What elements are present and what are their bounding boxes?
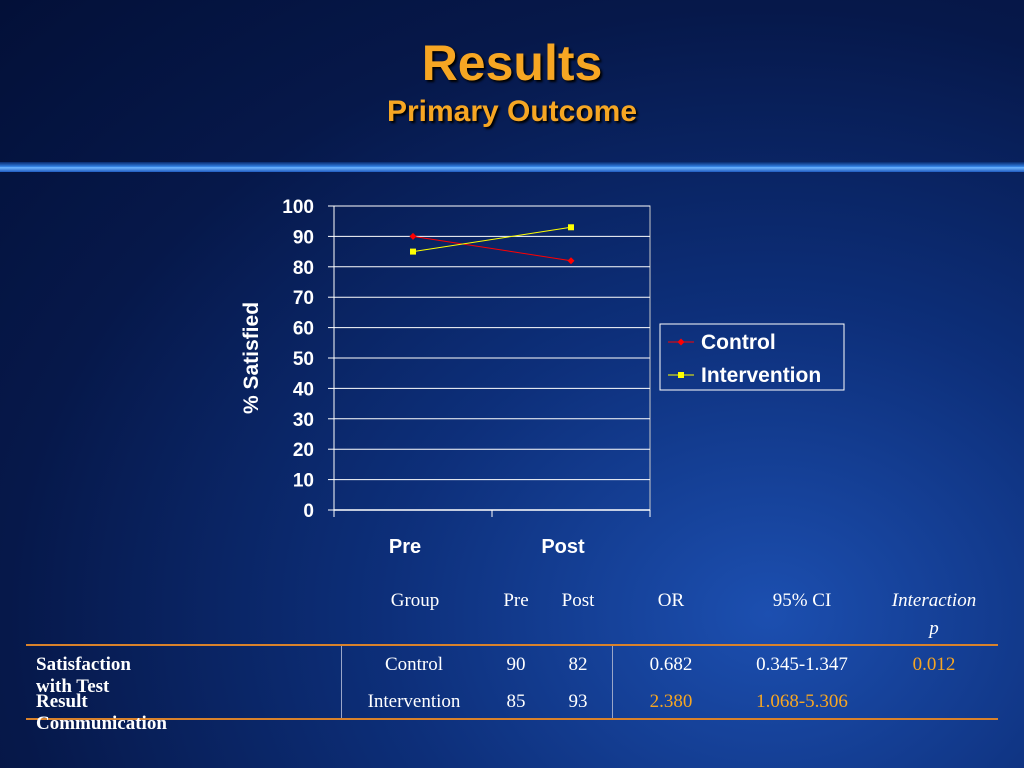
y-tick-label: 0 (303, 501, 314, 522)
y-tick-label: 10 (293, 471, 314, 492)
x-tick-label: Post (541, 536, 585, 558)
y-tick-label: 60 (293, 319, 314, 340)
cell-group: Control (384, 654, 444, 675)
y-tick-label: 50 (293, 349, 314, 370)
legend-label-control: Control (701, 331, 776, 354)
data-point-control (567, 257, 575, 265)
cell-ci: 1.068-5.306 (756, 691, 848, 712)
table-divider-right (612, 646, 613, 718)
legend-box (659, 323, 845, 391)
y-tick-label: 80 (293, 258, 314, 279)
series-line-intervention (412, 226, 572, 253)
header-pre: Pre (503, 590, 529, 611)
x-tick-label: Pre (389, 536, 421, 558)
cell-or: 0.682 (649, 654, 693, 675)
header-interaction-p: p (929, 618, 939, 639)
y-tick-label: 100 (282, 197, 314, 218)
y-tick-label: 70 (293, 288, 314, 309)
cell-post: 93 (568, 691, 588, 712)
cell-group: Intervention (367, 691, 461, 712)
data-point-control (409, 232, 417, 240)
data-point-intervention (410, 248, 416, 255)
table-divider-left (341, 646, 342, 718)
header-ci: 95% CI (772, 590, 832, 611)
data-point-intervention (568, 224, 574, 231)
y-tick-label: 20 (293, 440, 314, 461)
y-tick-label: 30 (293, 410, 314, 431)
table-top-rule (26, 644, 998, 646)
series-line-control (412, 235, 572, 262)
cell-pre: 90 (506, 654, 526, 675)
header-group: Group (390, 590, 440, 611)
cell-ci: 0.345-1.347 (756, 654, 848, 675)
cell-post: 82 (568, 654, 588, 675)
y-axis-label: % Satisfied (240, 302, 263, 414)
cell-interaction-p: 0.012 (912, 654, 956, 675)
slide-subtitle: Primary Outcome (386, 95, 638, 128)
y-tick-label: 90 (293, 227, 314, 248)
table-bottom-rule (26, 718, 998, 720)
legend-marker-control (677, 338, 685, 346)
y-tick-label: 40 (293, 379, 314, 400)
legend-marker-intervention (678, 372, 684, 378)
cell-pre: 85 (506, 691, 526, 712)
legend-label-intervention: Intervention (701, 364, 821, 387)
title-divider (0, 162, 1024, 172)
cell-or: 2.380 (649, 691, 693, 712)
slide-title: Results (421, 35, 603, 91)
header-post: Post (561, 590, 595, 611)
row-label-line2: Result Communication (36, 691, 167, 734)
header-interaction: Interaction (891, 590, 977, 611)
header-or: OR (657, 590, 685, 611)
row-label-line1: Satisfaction with Test (36, 654, 131, 697)
